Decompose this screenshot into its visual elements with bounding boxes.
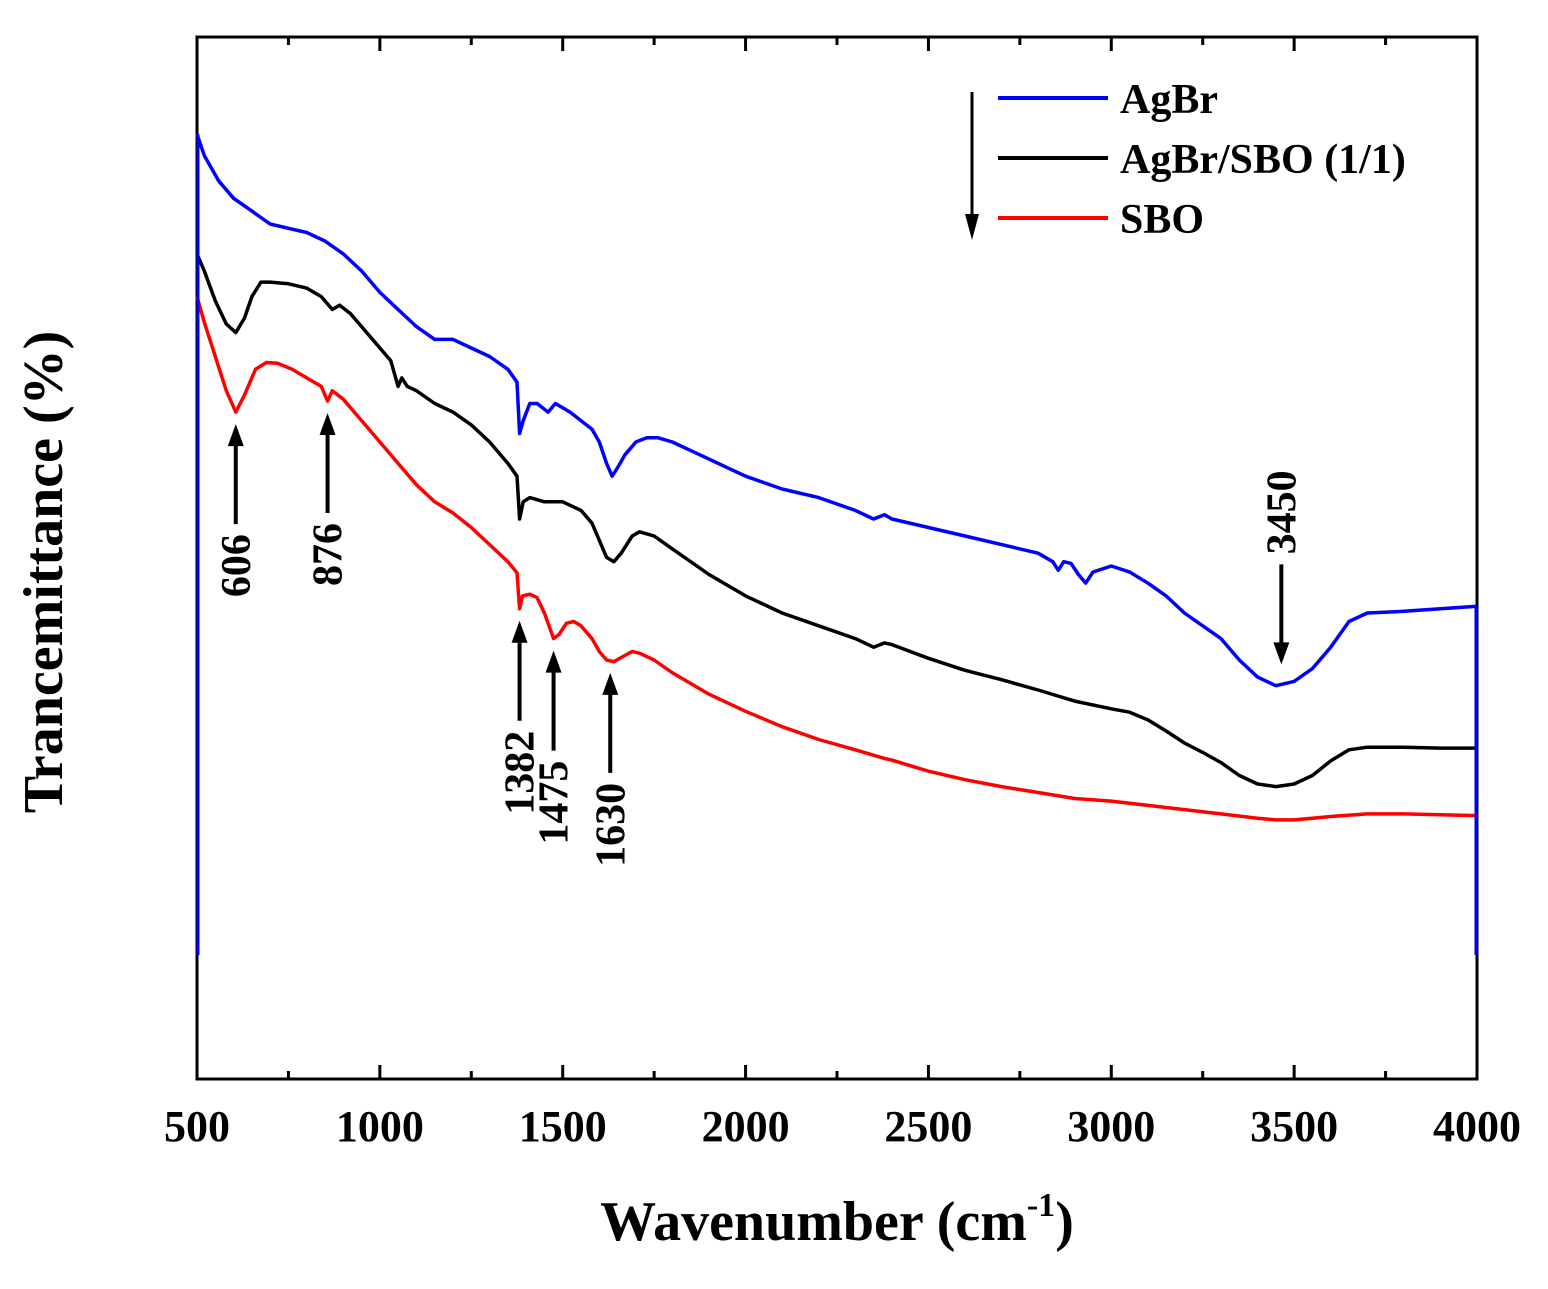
x-tick-label: 2500 xyxy=(884,1102,972,1151)
annotation-label: 1630 xyxy=(588,783,634,867)
annotation-arrow-head xyxy=(1273,642,1290,665)
x-axis-title: Wavenumber (cm-1) xyxy=(600,1187,1074,1253)
legend-label: AgBr xyxy=(1120,77,1218,123)
x-axis-ticks: 500 1000 1500 2000 2500 3000 3500 4000 xyxy=(164,37,1521,1151)
x-tick-label: 2000 xyxy=(702,1102,790,1151)
legend-label: SBO xyxy=(1120,197,1204,243)
legend-label: AgBr/SBO (1/1) xyxy=(1120,137,1406,183)
y-axis-title: Trancemittance (%) xyxy=(13,331,75,814)
annotation-label: 1382 xyxy=(498,731,544,815)
annotation-label: 1475 xyxy=(532,761,578,845)
annotation-arrow-head xyxy=(602,672,619,695)
annotation-arrow-head xyxy=(545,650,562,673)
legend-arrow-head xyxy=(965,214,979,240)
plot-frame xyxy=(195,35,1479,1081)
legend: AgBr AgBr/SBO (1/1) SBO xyxy=(965,77,1406,243)
x-tick-label: 3500 xyxy=(1250,1102,1338,1151)
series-group xyxy=(195,133,1478,955)
x-tick-label: 500 xyxy=(164,1102,230,1151)
annotation-label: 606 xyxy=(214,534,260,597)
annotation-arrow-head xyxy=(227,424,244,447)
x-tick-label: 4000 xyxy=(1433,1102,1521,1151)
x-tick-label: 3000 xyxy=(1067,1102,1155,1151)
series-line-agbr-sbo-1-1 xyxy=(195,253,1477,789)
annotation-arrow-head xyxy=(319,412,336,435)
series-line-sbo xyxy=(195,296,1478,822)
x-tick-label: 1000 xyxy=(336,1102,424,1151)
annotation-label: 3450 xyxy=(1259,470,1305,554)
annotation-label: 876 xyxy=(306,523,352,586)
x-tick-label: 1500 xyxy=(519,1102,607,1151)
annotation-arrow-head xyxy=(511,620,528,643)
series-line-agbr xyxy=(195,133,1478,688)
